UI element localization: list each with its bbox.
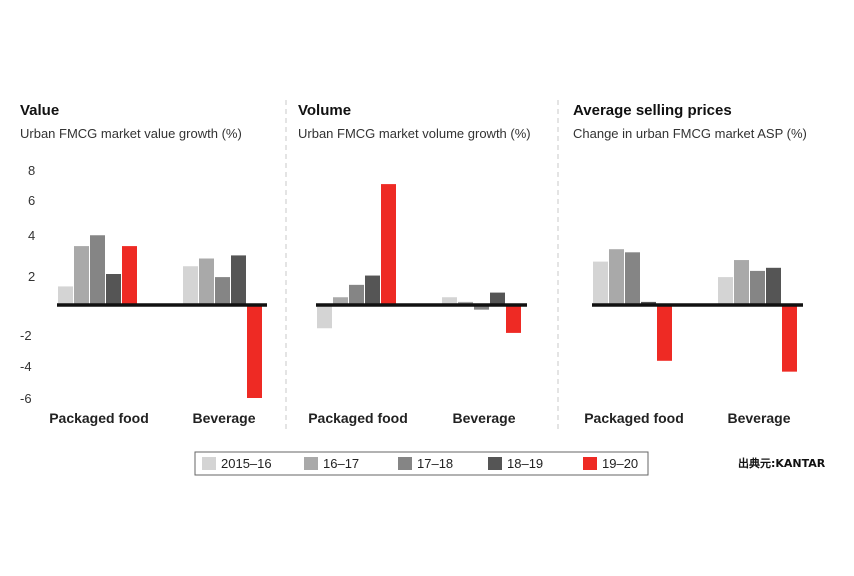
bar-asp-packaged-food-series-1 bbox=[593, 261, 608, 305]
legend-swatch bbox=[583, 457, 597, 470]
y-tick-label: 4 bbox=[28, 228, 35, 243]
category-label: Packaged food bbox=[49, 410, 149, 426]
source-note: 出典元:KANTAR bbox=[738, 456, 826, 470]
bar-value-beverage-series-4 bbox=[231, 255, 246, 305]
panel-subtitle-value: Urban FMCG market value growth (%) bbox=[20, 126, 242, 141]
bar-asp-beverage-series-1 bbox=[718, 277, 733, 305]
legend: 2015–16 16–17 17–18 18–19 19–20 bbox=[194, 451, 649, 476]
bar-asp-packaged-food-series-2 bbox=[609, 249, 624, 305]
bar-volume-packaged-food-series-3 bbox=[349, 284, 364, 305]
bar-value-packaged-food-series-1 bbox=[58, 286, 73, 305]
bar-value-packaged-food-series-3 bbox=[90, 235, 105, 305]
panel-title-asp: Average selling prices bbox=[573, 102, 732, 119]
legend-label: 2015–16 bbox=[221, 456, 272, 471]
bar-value-packaged-food-series-5 bbox=[122, 246, 137, 305]
bars-layer bbox=[58, 184, 797, 398]
legend-swatch bbox=[488, 457, 502, 470]
bar-value-beverage-series-3 bbox=[215, 277, 230, 305]
legend-swatch bbox=[304, 457, 318, 470]
bar-value-beverage-series-2 bbox=[199, 258, 214, 305]
legend-label: 18–19 bbox=[507, 456, 543, 471]
y-tick-label: -6 bbox=[20, 391, 32, 406]
bar-volume-beverage-series-5 bbox=[506, 305, 521, 333]
y-tick-label: -2 bbox=[20, 328, 32, 343]
bar-asp-beverage-series-4 bbox=[766, 267, 781, 305]
bar-asp-packaged-food-series-3 bbox=[625, 252, 640, 305]
legend-label: 17–18 bbox=[417, 456, 453, 471]
bar-volume-beverage-series-3 bbox=[474, 305, 489, 310]
bar-volume-packaged-food-series-4 bbox=[365, 275, 380, 305]
category-label: Beverage bbox=[192, 410, 255, 426]
bar-value-packaged-food-series-2 bbox=[74, 246, 89, 305]
legend-swatch bbox=[398, 457, 412, 470]
legend-swatch bbox=[202, 457, 216, 470]
bar-asp-beverage-series-5 bbox=[782, 305, 797, 372]
legend-label: 19–20 bbox=[602, 456, 638, 471]
y-tick-label: 6 bbox=[28, 193, 35, 208]
bar-volume-packaged-food-series-2 bbox=[333, 297, 348, 305]
bar-volume-beverage-series-4 bbox=[490, 292, 505, 305]
bar-asp-beverage-series-3 bbox=[750, 270, 765, 305]
panel-title-volume: Volume bbox=[298, 102, 351, 119]
category-label: Beverage bbox=[452, 410, 515, 426]
bar-asp-packaged-food-series-5 bbox=[657, 305, 672, 361]
category-label: Beverage bbox=[727, 410, 790, 426]
bar-value-packaged-food-series-4 bbox=[106, 274, 121, 305]
y-tick-label: 8 bbox=[28, 163, 35, 178]
bar-value-beverage-series-5 bbox=[247, 305, 262, 398]
panel-subtitle-asp: Change in urban FMCG market ASP (%) bbox=[573, 126, 807, 141]
y-tick-label: 2 bbox=[28, 269, 35, 284]
bar-volume-packaged-food-series-5 bbox=[381, 184, 396, 305]
bar-value-beverage-series-1 bbox=[183, 266, 198, 305]
bar-volume-packaged-food-series-1 bbox=[317, 305, 332, 329]
panel-subtitle-volume: Urban FMCG market volume growth (%) bbox=[298, 126, 531, 141]
y-tick-label: -4 bbox=[20, 359, 32, 374]
legend-label: 16–17 bbox=[323, 456, 359, 471]
category-label: Packaged food bbox=[584, 410, 684, 426]
category-label: Packaged food bbox=[308, 410, 408, 426]
bar-asp-beverage-series-2 bbox=[734, 260, 749, 305]
panel-title-value: Value bbox=[20, 102, 59, 119]
bar-volume-beverage-series-1 bbox=[442, 297, 457, 305]
